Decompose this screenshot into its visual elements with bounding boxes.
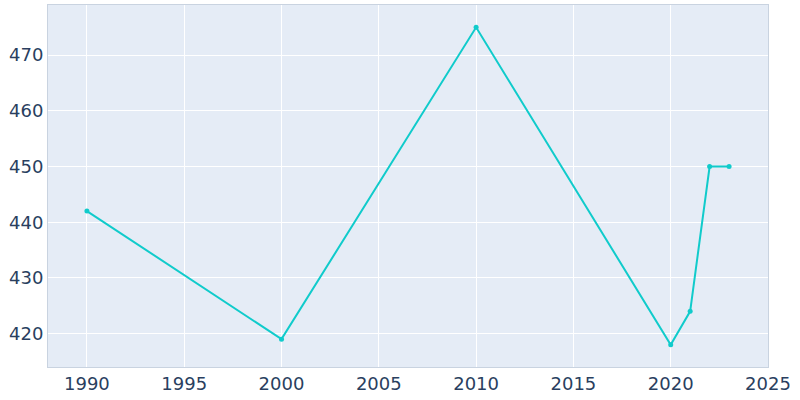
svg-text:470: 470	[9, 44, 43, 65]
svg-text:450: 450	[9, 156, 43, 177]
svg-text:420: 420	[9, 323, 43, 344]
svg-text:460: 460	[9, 100, 43, 121]
svg-text:2000: 2000	[259, 373, 305, 394]
svg-text:2010: 2010	[453, 373, 499, 394]
svg-text:430: 430	[9, 267, 43, 288]
svg-text:2020: 2020	[648, 373, 694, 394]
svg-text:1995: 1995	[161, 373, 207, 394]
svg-text:440: 440	[9, 212, 43, 233]
svg-text:1990: 1990	[64, 373, 110, 394]
svg-text:2015: 2015	[551, 373, 597, 394]
svg-text:2025: 2025	[745, 373, 791, 394]
svg-text:2005: 2005	[356, 373, 402, 394]
